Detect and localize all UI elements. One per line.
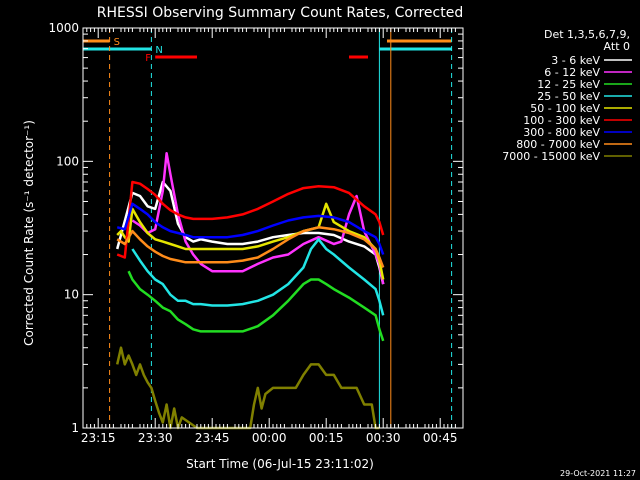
legend-entry-label: 25 - 50 keV [537, 90, 600, 103]
series-line-3 [131, 238, 385, 316]
chart-title: RHESSI Observing Summary Count Rates, Co… [97, 5, 463, 21]
legend-entry-label: 12 - 25 keV [537, 78, 600, 91]
y-axis-label: Corrected Count Rate (s⁻¹ detector⁻¹) [22, 120, 36, 346]
x-tick-label: 00:30 [366, 431, 401, 445]
y-tick-label: 1 [71, 421, 79, 435]
y-tick-label: 1000 [48, 21, 79, 35]
y-tick-label: 100 [56, 154, 79, 168]
x-tick-label: 23:30 [138, 431, 173, 445]
vertical-markers-layer [109, 28, 453, 428]
series-line-4 [116, 202, 385, 280]
series-line-0 [115, 180, 385, 285]
x-tick-label: 00:00 [252, 431, 287, 445]
series-line-1 [131, 151, 385, 285]
x-axis-label: Start Time (06-Jul-15 23:11:02) [186, 457, 374, 471]
legend-header-line: Det 1,3,5,6,7,9, [544, 28, 630, 41]
series-line-5 [116, 180, 385, 259]
flag-label-F: F [145, 53, 151, 64]
flags-layer: S NF [83, 37, 452, 64]
series-line-2 [127, 270, 385, 342]
series-layer [115, 151, 385, 430]
legend-entry-label: 300 - 800 keV [523, 126, 600, 139]
timestamp-label: 29-Oct-2021 11:27 [560, 469, 636, 478]
x-tick-label: 00:15 [309, 431, 344, 445]
legend-header-line: Att 0 [604, 40, 630, 53]
legend-entry-label: 800 - 7000 keV [516, 138, 600, 151]
flag-label-S: S [114, 37, 120, 48]
legend-entry-label: 6 - 12 keV [544, 66, 600, 79]
axis-layer: 23:15 23:30 23:45 00:00 00:15 00:30 00:45 1 10 10… [48, 21, 464, 445]
y-tick-label: 10 [64, 288, 79, 302]
series-line-7 [116, 226, 385, 268]
legend-entry-label: 50 - 100 keV [530, 102, 600, 115]
series-line-6 [116, 202, 385, 255]
legend-entry-label: 7000 - 15000 keV [502, 150, 600, 163]
flag-label-N: N [155, 45, 162, 56]
legend-entry-label: 3 - 6 keV [551, 54, 600, 67]
x-tick-label: 23:15 [81, 431, 116, 445]
x-tick-label: 00:45 [423, 431, 458, 445]
legend-entry-label: 100 - 300 keV [523, 114, 600, 127]
x-tick-label: 23:45 [195, 431, 230, 445]
